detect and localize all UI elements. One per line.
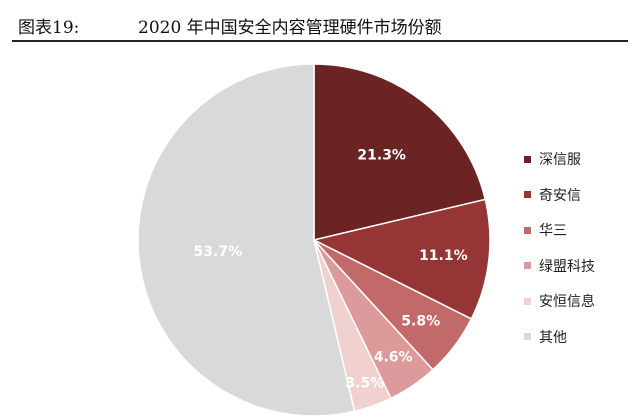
legend-label: 深信服 <box>539 152 581 168</box>
figure-header: 图表19: 2020 年中国安全内容管理硬件市场份额 <box>12 4 628 42</box>
legend-label: 华三 <box>539 223 567 239</box>
slice-value-label-0: 21.3% <box>357 147 406 163</box>
slice-value-label-3: 4.6% <box>374 349 413 365</box>
legend-item: 安恒信息 <box>524 288 634 314</box>
slice-value-label-1: 11.1% <box>419 248 468 264</box>
pie-slice-labels: 21.3% 11.1% 5.8% 4.6% 3.5% 53.7% <box>194 147 468 391</box>
legend-swatch <box>524 155 531 163</box>
legend-label: 其他 <box>539 329 567 346</box>
legend-swatch <box>524 333 531 340</box>
legend-label: 奇安信 <box>539 187 581 204</box>
pie-slice-0 <box>313 63 487 241</box>
legend-swatch <box>524 297 531 305</box>
legend-item: 奇安信 <box>524 182 634 208</box>
slice-value-label-5: 53.7% <box>194 244 243 260</box>
figure-label: 图表19: <box>18 18 80 38</box>
pie-slice-1 <box>311 198 491 320</box>
legend-label: 绿盟科技 <box>539 258 595 275</box>
legend-item: 绿盟科技 <box>524 253 634 279</box>
legend-item: 华三 <box>524 217 634 243</box>
legend-item: 其他 <box>524 324 634 350</box>
legend-item: 深信服 <box>524 146 634 172</box>
chart-title: 2020 年中国安全内容管理硬件市场份额 <box>138 18 442 38</box>
legend-swatch <box>524 262 531 269</box>
legend: 深信服奇安信华三绿盟科技安恒信息其他 <box>524 146 634 359</box>
legend-swatch <box>524 191 531 198</box>
slice-value-label-4: 3.5% <box>345 376 384 392</box>
slice-value-label-2: 5.8% <box>401 314 440 330</box>
pie-slice-5 <box>137 63 356 417</box>
legend-label: 安恒信息 <box>539 294 595 310</box>
pie-slices <box>137 63 491 417</box>
legend-swatch <box>524 226 531 234</box>
